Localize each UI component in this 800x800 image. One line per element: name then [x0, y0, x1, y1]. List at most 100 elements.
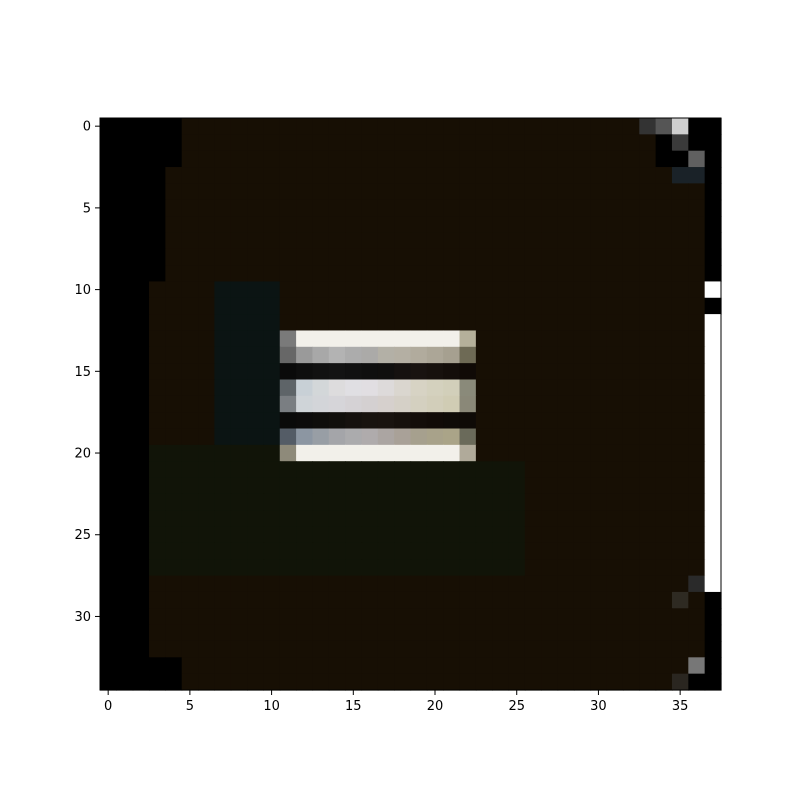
heatmap-cell: [671, 461, 689, 479]
heatmap-cell: [606, 216, 624, 233]
heatmap-cell: [590, 297, 608, 315]
heatmap-cell: [247, 248, 265, 266]
heatmap-cell: [214, 346, 232, 364]
heatmap-cell: [198, 216, 215, 233]
heatmap-cell: [557, 575, 575, 593]
heatmap-cell: [590, 673, 608, 691]
heatmap-cell: [475, 493, 493, 511]
heatmap-cell: [116, 591, 134, 609]
heatmap-cell: [492, 232, 510, 250]
heatmap-cell: [149, 510, 166, 528]
heatmap-cell: [688, 673, 706, 691]
heatmap-cell: [263, 265, 281, 283]
heatmap-cell: [606, 297, 624, 315]
heatmap-cell: [279, 493, 297, 511]
heatmap-cell: [181, 281, 199, 299]
heatmap-cell: [410, 412, 428, 430]
heatmap-cell: [100, 183, 117, 201]
heatmap-cell: [296, 330, 314, 348]
heatmap-cell: [181, 608, 199, 626]
heatmap-cell: [345, 167, 363, 184]
heatmap-cell: [443, 412, 461, 430]
heatmap-cell: [508, 248, 526, 266]
heatmap-cell: [688, 428, 706, 446]
heatmap-cell: [279, 314, 297, 332]
axes-frame: [99, 117, 722, 691]
heatmap-cell: [671, 575, 689, 593]
heatmap-cell: [394, 428, 412, 446]
heatmap-cell: [622, 559, 640, 577]
heatmap-cell: [639, 232, 657, 250]
heatmap-cell: [394, 640, 412, 658]
heatmap-cell: [165, 526, 183, 544]
heatmap-cell: [590, 199, 608, 217]
heatmap-cell: [459, 216, 477, 233]
heatmap-cell: [475, 510, 493, 528]
heatmap-cell: [508, 412, 526, 430]
heatmap-cell: [279, 575, 297, 593]
heatmap-cell: [671, 134, 689, 152]
heatmap-cell: [475, 624, 493, 642]
heatmap-cell: [508, 673, 526, 691]
heatmap-cell: [361, 461, 379, 479]
heatmap-cell: [557, 640, 575, 658]
heatmap-cell: [149, 118, 166, 135]
heatmap-cell: [296, 167, 314, 184]
heatmap-cell: [573, 461, 591, 479]
heatmap-cell: [345, 199, 363, 217]
heatmap-cell: [377, 575, 395, 593]
heatmap-cell: [410, 281, 428, 299]
heatmap-cell: [671, 379, 689, 397]
heatmap-cell: [165, 461, 183, 479]
heatmap-cell: [116, 248, 134, 266]
heatmap-cell: [149, 493, 166, 511]
heatmap-cell: [328, 150, 346, 168]
heatmap-cell: [443, 395, 461, 413]
heatmap-cell: [622, 150, 640, 168]
heatmap-cell: [492, 477, 510, 495]
heatmap-cell: [263, 673, 281, 691]
heatmap-cell: [426, 444, 444, 462]
heatmap-cell: [573, 363, 591, 381]
heatmap-cell: [541, 395, 559, 413]
heatmap-cell: [410, 118, 428, 135]
heatmap-cell: [443, 199, 461, 217]
heatmap-cell: [394, 314, 412, 332]
heatmap-cell: [132, 346, 150, 364]
heatmap-cell: [296, 657, 314, 675]
heatmap-cell: [508, 281, 526, 299]
heatmap-cell: [475, 232, 493, 250]
heatmap-cell: [345, 412, 363, 430]
heatmap-cell: [312, 346, 330, 364]
heatmap-cell: [181, 640, 199, 658]
heatmap-cell: [557, 330, 575, 348]
heatmap-cell: [312, 395, 330, 413]
heatmap-cell: [655, 232, 673, 250]
heatmap-cell: [541, 461, 559, 479]
heatmap-cell: [361, 118, 379, 135]
heatmap-cell: [361, 281, 379, 299]
heatmap-cell: [573, 346, 591, 364]
heatmap-cell: [377, 346, 395, 364]
heatmap-cell: [688, 118, 706, 135]
heatmap-cell: [655, 493, 673, 511]
heatmap-cell: [279, 477, 297, 495]
heatmap-cell: [639, 265, 657, 283]
heatmap-cell: [655, 526, 673, 544]
heatmap-cell: [263, 183, 281, 201]
heatmap-cell: [263, 150, 281, 168]
heatmap-cell: [541, 477, 559, 495]
heatmap-cell: [410, 477, 428, 495]
heatmap-cell: [459, 330, 477, 348]
heatmap-cell: [704, 461, 722, 479]
heatmap-cell: [345, 346, 363, 364]
heatmap-cell: [198, 673, 215, 691]
heatmap-cell: [214, 428, 232, 446]
heatmap-cell: [492, 510, 510, 528]
heatmap-cell: [181, 363, 199, 381]
heatmap-cell: [426, 608, 444, 626]
heatmap-cell: [475, 216, 493, 233]
heatmap-cell: [573, 657, 591, 675]
heatmap-cell: [100, 314, 117, 332]
heatmap-cell: [410, 379, 428, 397]
